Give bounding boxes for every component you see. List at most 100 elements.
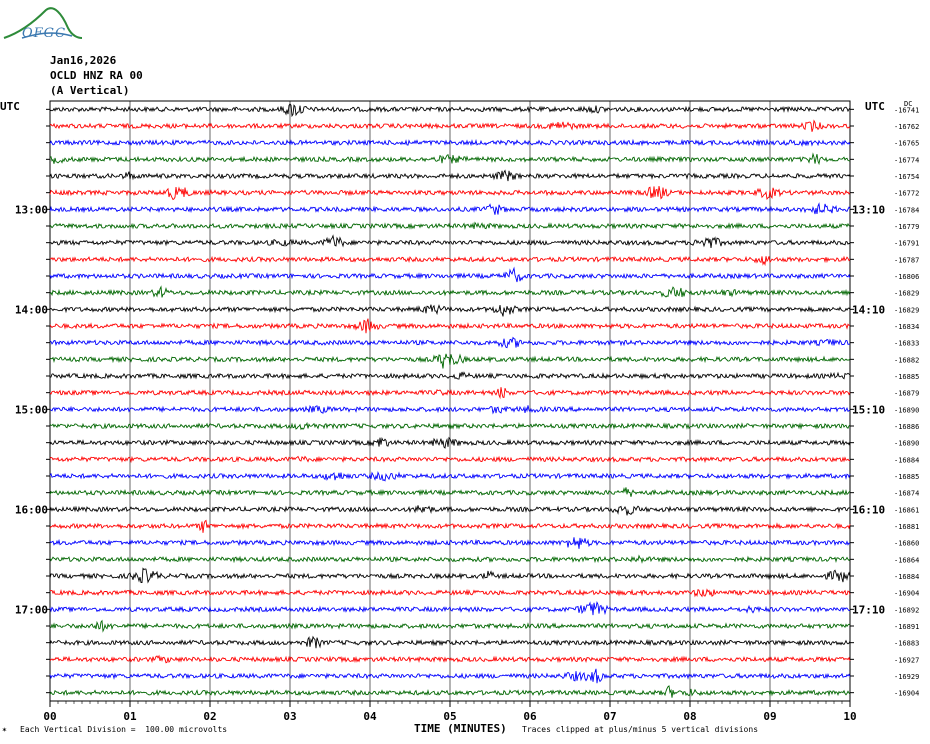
right-time-label: 14:10 xyxy=(852,303,885,316)
dc-offset-label: -16829 xyxy=(894,306,919,314)
left-time-label: 16:00 xyxy=(15,503,48,516)
seismic-trace xyxy=(49,138,851,147)
seismic-trace xyxy=(49,567,851,584)
right-time-label: 15:10 xyxy=(852,403,885,416)
dc-offset-label: -16861 xyxy=(894,506,919,514)
seismic-trace xyxy=(49,103,851,118)
dc-offset-label: -16904 xyxy=(894,690,919,698)
x-tick-label: 01 xyxy=(123,710,137,723)
scale-note: Each Vertical Division = 100.00 microvol… xyxy=(20,725,228,734)
logo xyxy=(2,2,83,48)
station-label: OCLD HNZ RA 00 xyxy=(50,69,143,82)
seismic-trace xyxy=(49,635,851,649)
seismic-trace xyxy=(49,318,851,334)
seismic-trace xyxy=(49,601,851,616)
seismic-trace xyxy=(49,619,851,633)
dc-offset-label: -16787 xyxy=(894,256,919,264)
dc-offset-label: -16779 xyxy=(894,223,919,231)
dc-offset-label: -16829 xyxy=(894,290,919,298)
dc-offset-label: -16927 xyxy=(894,656,919,664)
dc-offset-label: -16892 xyxy=(894,606,919,614)
seismic-trace xyxy=(49,685,851,698)
component-label: (A Vertical) xyxy=(50,84,130,97)
dc-offset-label: -16741 xyxy=(894,106,919,114)
x-tick-label: 00 xyxy=(43,710,56,723)
x-tick-label: 07 xyxy=(603,710,616,723)
x-tick-label: 02 xyxy=(203,710,216,723)
dc-offset-label: -16885 xyxy=(894,373,919,381)
dc-offset-label: -16882 xyxy=(894,356,919,364)
seismic-trace xyxy=(49,202,851,215)
seismic-trace xyxy=(49,519,851,533)
dc-header-label: DC xyxy=(904,100,912,108)
seismic-trace xyxy=(49,668,851,684)
dc-offset-label: -16886 xyxy=(894,423,919,431)
seismic-trace xyxy=(49,405,851,415)
dc-offset-label: -16762 xyxy=(894,123,919,131)
dc-offset-label: -16885 xyxy=(894,473,919,481)
seismic-trace xyxy=(49,371,851,380)
dc-offset-label: -16890 xyxy=(894,440,919,448)
clip-note: Traces clipped at plus/minus 5 vertical … xyxy=(522,725,759,734)
seismic-trace xyxy=(49,421,851,431)
dc-offset-label: -16874 xyxy=(894,490,919,498)
date-label: Jan16,2026 xyxy=(50,54,117,67)
seismic-trace xyxy=(49,234,851,248)
seismic-trace xyxy=(49,266,851,283)
scale-note-icon: ✶ xyxy=(2,725,7,734)
right-time-label: 16:10 xyxy=(852,503,885,516)
dc-offset-label: -16754 xyxy=(894,173,919,181)
seismic-trace xyxy=(49,255,851,267)
dc-offset-label: -16833 xyxy=(894,340,919,348)
dc-offset-label: -16890 xyxy=(894,406,919,414)
dc-offset-label: -16881 xyxy=(894,523,919,531)
x-tick-label: 08 xyxy=(683,710,696,723)
seismic-trace xyxy=(49,169,851,182)
left-time-label: 13:00 xyxy=(15,203,48,216)
seismic-trace xyxy=(49,152,851,166)
x-tick-label: 10 xyxy=(843,710,856,723)
x-axis-title: TIME (MINUTES) xyxy=(414,722,507,735)
seismic-trace xyxy=(49,304,851,317)
seismic-trace xyxy=(49,588,851,598)
seismic-trace xyxy=(49,119,851,132)
seismic-trace xyxy=(49,353,851,369)
left-time-label: 17:00 xyxy=(15,603,48,616)
dc-offset-label: -16904 xyxy=(894,590,919,598)
seismic-trace xyxy=(49,387,851,400)
left-time-label: 14:00 xyxy=(15,303,48,316)
seismic-trace xyxy=(49,470,851,482)
x-tick-label: 05 xyxy=(443,710,456,723)
dc-offset-label: -16806 xyxy=(894,273,919,281)
right-time-label: 13:10 xyxy=(852,203,885,216)
right-time-label: 17:10 xyxy=(852,603,885,616)
dc-offset-label: -16884 xyxy=(894,573,919,581)
dc-offset-label: -16774 xyxy=(894,156,919,164)
dc-offset-label: -16929 xyxy=(894,673,919,681)
seismic-trace xyxy=(49,436,851,449)
x-tick-label: 04 xyxy=(363,710,377,723)
utc-right-label: UTC xyxy=(865,100,885,113)
logo-mountain-icon xyxy=(3,7,83,39)
dc-offset-label: -16772 xyxy=(894,190,919,198)
seismic-trace xyxy=(49,336,851,349)
seismic-trace xyxy=(49,654,851,664)
dc-offset-label: -16864 xyxy=(894,556,919,564)
seismic-trace xyxy=(49,537,851,549)
seismic-trace xyxy=(49,285,851,298)
dc-offset-label: -16879 xyxy=(894,390,919,398)
x-tick-label: 06 xyxy=(523,710,537,723)
dc-offset-label: -16834 xyxy=(894,323,919,331)
utc-left-label: UTC xyxy=(0,100,20,113)
dc-offset-label: -16891 xyxy=(894,623,919,631)
seismic-trace xyxy=(49,487,851,497)
logo-text: OFGC xyxy=(22,26,67,41)
x-tick-label: 09 xyxy=(763,710,776,723)
seismic-trace xyxy=(49,455,851,464)
dc-offset-label: -16883 xyxy=(894,640,919,648)
x-tick-label: 03 xyxy=(283,710,296,723)
seismic-trace xyxy=(49,185,851,201)
dc-offset-label: -16884 xyxy=(894,456,919,464)
dc-offset-label: -16791 xyxy=(894,240,919,248)
